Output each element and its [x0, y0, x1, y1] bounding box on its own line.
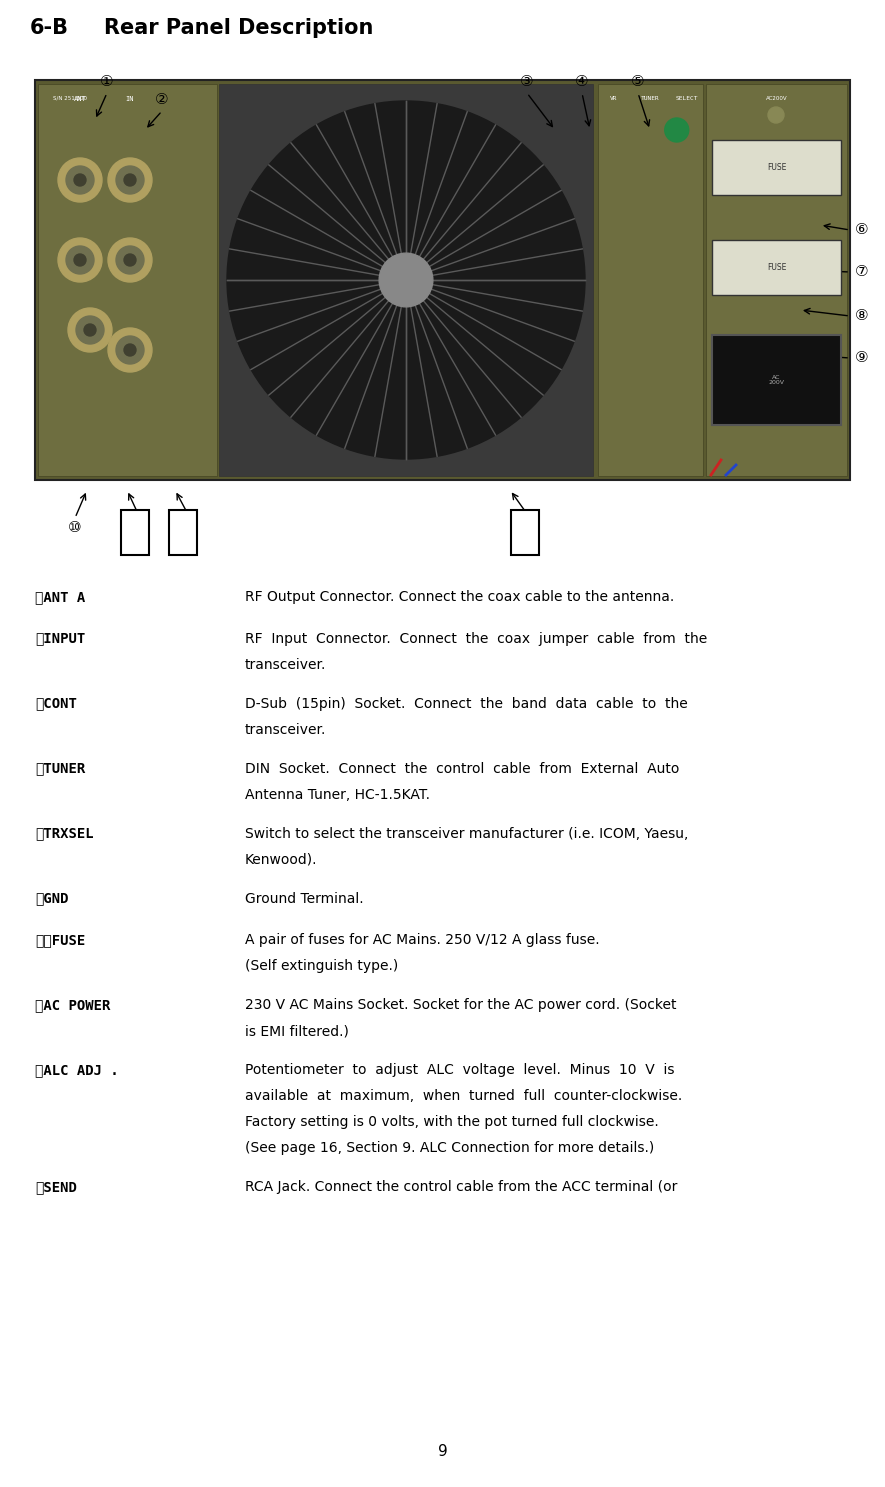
Text: ④: ④ — [575, 74, 589, 89]
Text: Potentiometer  to  adjust  ALC  voltage  level.  Minus  10  V  is: Potentiometer to adjust ALC voltage leve… — [245, 1063, 674, 1077]
Text: transceiver.: transceiver. — [245, 657, 327, 672]
Text: S/N 251,000: S/N 251,000 — [53, 97, 87, 101]
Text: (See page 16, Section 9. ALC Connection for more details.): (See page 16, Section 9. ALC Connection … — [245, 1141, 654, 1155]
Circle shape — [74, 254, 86, 266]
Text: DIN  Socket.  Connect  the  control  cable  from  External  Auto: DIN Socket. Connect the control cable fr… — [245, 761, 680, 776]
Circle shape — [665, 117, 689, 141]
Text: RF  Input  Connector.  Connect  the  coax  jumper  cable  from  the: RF Input Connector. Connect the coax jum… — [245, 632, 707, 645]
Circle shape — [124, 174, 136, 186]
Circle shape — [227, 101, 585, 459]
Circle shape — [124, 254, 136, 266]
Circle shape — [76, 317, 104, 343]
Bar — [511, 510, 539, 555]
Text: Ground Terminal.: Ground Terminal. — [245, 892, 364, 906]
Text: ③: ③ — [520, 74, 534, 89]
Circle shape — [116, 245, 144, 274]
Bar — [219, 83, 593, 476]
Text: (Self extinguish type.): (Self extinguish type.) — [245, 959, 398, 972]
Text: is EMI filtered.): is EMI filtered.) — [245, 1025, 349, 1038]
Text: Switch to select the transceiver manufacturer (i.e. ICOM, Yaesu,: Switch to select the transceiver manufac… — [245, 827, 689, 840]
Text: ⑧: ⑧ — [855, 308, 869, 324]
Circle shape — [108, 238, 152, 283]
Bar — [38, 83, 217, 476]
Text: AC
200V: AC 200V — [768, 375, 784, 385]
Bar — [712, 239, 841, 294]
Text: available  at  maximum,  when  turned  full  counter-clockwise.: available at maximum, when turned full c… — [245, 1088, 682, 1103]
Circle shape — [66, 245, 94, 274]
Circle shape — [116, 167, 144, 193]
Text: ⑦: ⑦ — [855, 265, 869, 280]
Text: FUSE: FUSE — [766, 164, 786, 172]
Text: ⑤TRXSEL: ⑤TRXSEL — [35, 827, 94, 840]
Text: RCA Jack. Connect the control cable from the ACC terminal (or: RCA Jack. Connect the control cable from… — [245, 1181, 677, 1194]
Text: ⑩ALC ADJ .: ⑩ALC ADJ . — [35, 1063, 119, 1077]
Text: ⑥: ⑥ — [855, 223, 869, 238]
Circle shape — [58, 238, 102, 283]
Text: Antenna Tuner, HC-1.5KAT.: Antenna Tuner, HC-1.5KAT. — [245, 788, 430, 801]
Circle shape — [108, 329, 152, 372]
Circle shape — [116, 336, 144, 364]
Circle shape — [74, 174, 86, 186]
Text: ②INPUT: ②INPUT — [35, 632, 85, 645]
Bar — [598, 83, 703, 476]
Text: transceiver.: transceiver. — [245, 723, 327, 736]
Text: ANT: ANT — [73, 97, 87, 103]
Circle shape — [84, 324, 96, 336]
Text: TUNER: TUNER — [641, 97, 660, 101]
Text: ②: ② — [155, 92, 169, 107]
Circle shape — [124, 343, 136, 355]
Text: FUSE: FUSE — [766, 263, 786, 272]
Text: ⑪SEND: ⑪SEND — [35, 1181, 77, 1194]
Text: Factory setting is 0 volts, with the pot turned full clockwise.: Factory setting is 0 volts, with the pot… — [245, 1115, 658, 1129]
Circle shape — [66, 167, 94, 193]
Text: ⑥GND: ⑥GND — [35, 892, 68, 906]
Text: 6-B: 6-B — [30, 18, 69, 39]
Text: 230 V AC Mains Socket. Socket for the AC power cord. (Socket: 230 V AC Mains Socket. Socket for the AC… — [245, 998, 676, 1013]
Circle shape — [379, 253, 433, 306]
Bar — [121, 510, 149, 555]
Bar — [35, 80, 850, 480]
Text: AC200V: AC200V — [766, 97, 788, 101]
Text: ①ANT A: ①ANT A — [35, 590, 85, 604]
Text: 9: 9 — [437, 1444, 448, 1460]
Bar — [712, 335, 841, 425]
Text: ④TUNER: ④TUNER — [35, 761, 85, 776]
Text: RF Output Connector. Connect the coax cable to the antenna.: RF Output Connector. Connect the coax ca… — [245, 590, 674, 604]
Text: A pair of fuses for AC Mains. 250 V/12 A glass fuse.: A pair of fuses for AC Mains. 250 V/12 A… — [245, 934, 600, 947]
Text: IN: IN — [126, 97, 135, 103]
Text: ③CONT: ③CONT — [35, 696, 77, 711]
Bar — [712, 140, 841, 195]
Text: ⑨AC POWER: ⑨AC POWER — [35, 998, 111, 1013]
Text: ⑤: ⑤ — [631, 74, 645, 89]
Text: SELECT: SELECT — [676, 97, 698, 101]
Text: VR: VR — [610, 97, 618, 101]
Text: ⑩: ⑩ — [68, 519, 81, 534]
Text: ⑦⑧FUSE: ⑦⑧FUSE — [35, 934, 85, 947]
Bar — [169, 510, 197, 555]
Text: Rear Panel Description: Rear Panel Description — [75, 18, 373, 39]
Text: Kenwood).: Kenwood). — [245, 852, 318, 867]
Circle shape — [58, 158, 102, 202]
Text: ⑨: ⑨ — [855, 351, 869, 366]
Text: D-Sub  (15pin)  Socket.  Connect  the  band  data  cable  to  the: D-Sub (15pin) Socket. Connect the band d… — [245, 696, 688, 711]
Circle shape — [108, 158, 152, 202]
Text: ①: ① — [100, 74, 114, 89]
Bar — [706, 83, 847, 476]
Circle shape — [68, 308, 112, 352]
Circle shape — [768, 107, 784, 123]
